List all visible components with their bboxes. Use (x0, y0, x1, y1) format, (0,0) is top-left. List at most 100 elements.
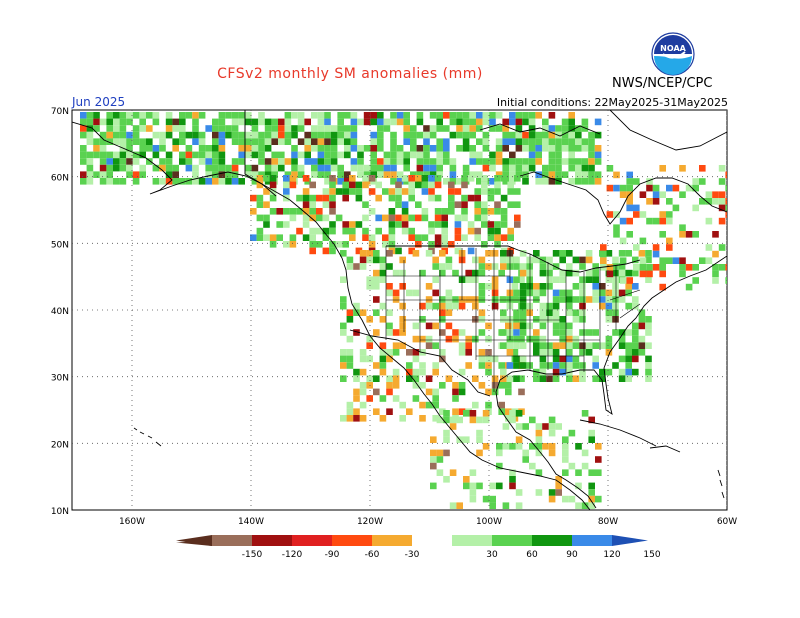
anomaly-cell (472, 375, 479, 382)
anomaly-cell (416, 171, 424, 178)
anomaly-cell (632, 329, 639, 336)
anomaly-cell (329, 247, 336, 255)
anomaly-cell (346, 401, 354, 409)
anomaly-cell (212, 164, 219, 172)
anomaly-cell (355, 194, 363, 202)
anomaly-cell (416, 131, 424, 139)
forecast-month-label: Jun 2025 (72, 95, 126, 109)
anomaly-cell (613, 211, 620, 218)
anomaly-cell (86, 138, 94, 145)
anomaly-cell (685, 264, 693, 271)
anomaly-cell (377, 125, 384, 132)
anomaly-cell (159, 131, 166, 139)
anomaly-cell (500, 263, 507, 270)
anomaly-cell (304, 145, 311, 152)
anomaly-cell (368, 241, 376, 248)
anomaly-cell (278, 151, 285, 159)
anomaly-cell (386, 408, 393, 415)
anomaly-cell (461, 175, 468, 182)
anomaly-cell (485, 349, 492, 356)
anomaly-cell (152, 118, 160, 126)
anomaly-cell (474, 194, 481, 202)
anomaly-cell (165, 112, 173, 119)
colorbar-label: -30 (405, 550, 420, 560)
anomaly-cell (317, 125, 325, 132)
anomaly-cell (638, 335, 646, 343)
anomaly-cell (349, 181, 356, 189)
anomaly-cell (552, 296, 560, 303)
anomaly-cell (559, 355, 566, 363)
anomaly-cell (469, 495, 477, 503)
anomaly-cell (572, 316, 580, 323)
anomaly-cell (561, 171, 569, 178)
anomaly-cell (546, 349, 553, 356)
anomaly-cell (86, 118, 94, 126)
anomaly-cell (552, 250, 560, 257)
anomaly-cell (542, 125, 549, 132)
anomaly-cell (353, 395, 360, 402)
anomaly-cell (559, 368, 566, 376)
anomaly-cell (500, 221, 508, 228)
anomaly-cell (618, 375, 626, 382)
anomaly-cell (231, 138, 239, 145)
anomaly-cell (99, 171, 107, 178)
anomaly-cell (626, 198, 633, 205)
lon-tick-label: 160W (119, 517, 145, 527)
anomaly-cell (639, 270, 647, 278)
anomaly-cell (396, 118, 404, 126)
anomaly-cell (568, 429, 576, 437)
anomaly-cell (572, 355, 580, 363)
cuba-coast (579, 419, 657, 447)
anomaly-cell (515, 118, 523, 126)
anomaly-cell (548, 429, 556, 437)
anomaly-cell (212, 118, 219, 126)
anomaly-cell (278, 118, 285, 126)
anomaly-cell (399, 415, 406, 422)
anomaly-cell (322, 188, 330, 195)
anomaly-cell (535, 158, 542, 165)
anomaly-cell (579, 276, 586, 283)
anomaly-cell (489, 164, 496, 172)
anomaly-cell (548, 138, 556, 145)
anomaly-cell (552, 375, 560, 382)
anomaly-cell (432, 276, 439, 283)
anomaly-cell (289, 241, 297, 248)
anomaly-cell (390, 131, 397, 139)
anomaly-cell (316, 214, 323, 222)
anomaly-cell (165, 151, 173, 159)
anomaly-cell (513, 296, 520, 303)
anomaly-cell (218, 131, 226, 139)
anomaly-cell (350, 125, 358, 132)
anomaly-cell (478, 263, 486, 270)
anomaly-cell (606, 264, 614, 271)
anomaly-cell (725, 204, 727, 212)
anomaly-cell (392, 375, 400, 382)
colorbar-label: 90 (566, 550, 578, 560)
anomaly-cell (390, 151, 397, 159)
anomaly-cell (324, 158, 331, 165)
anomaly-cell (289, 181, 297, 189)
anomaly-cell (317, 158, 325, 165)
anomaly-cell (139, 171, 146, 178)
anomaly-cell (579, 302, 586, 310)
anomaly-cell (533, 329, 540, 336)
anomaly-cell (467, 175, 475, 182)
anomaly-cell (559, 269, 566, 277)
anomaly-cell (515, 138, 523, 145)
anomaly-cell (632, 269, 639, 277)
anomaly-cell (666, 211, 673, 218)
anomaly-cell (423, 145, 430, 152)
anomaly-cell (172, 145, 179, 152)
anomaly-cell (430, 449, 437, 457)
anomaly-cell (425, 388, 433, 396)
anomaly-cell (533, 316, 540, 323)
anomaly-cell (443, 151, 450, 159)
anomaly-cell (491, 375, 499, 382)
anomaly-cell (264, 138, 272, 145)
anomaly-cell (344, 138, 351, 145)
anomaly-cell (366, 256, 373, 264)
anomaly-cell (513, 362, 520, 369)
anomaly-cell (192, 151, 199, 159)
anomaly-cell (132, 158, 140, 165)
anomaly-cell (559, 276, 566, 283)
